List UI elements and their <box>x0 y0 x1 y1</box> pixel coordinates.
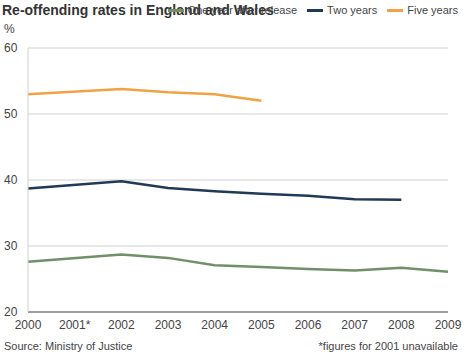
svg-text:40: 40 <box>8 173 18 187</box>
html-text:Re-offending rates in England: Re-offending rates in England and Wales <box>2 2 274 18</box>
svg-text:2005: 2005 <box>248 318 275 332</box>
svg-text:2000: 2000 <box>15 318 42 332</box>
html-text:Source: Ministry of Justice: Source: Ministry of Justice <box>4 340 133 352</box>
svg-text:20: 20 <box>8 305 18 319</box>
html-text:One year after release: One year after release <box>187 4 298 16</box>
svg-text:60: 60 <box>8 41 18 55</box>
svg-text:50: 50 <box>8 107 18 121</box>
svg-text:2009: 2009 <box>435 318 456 332</box>
html-text:Two years: Two years <box>327 4 378 16</box>
svg-text:2003: 2003 <box>155 318 182 332</box>
html-text:Five years: Five years <box>407 4 458 16</box>
html-text:*figures for 2001 unavailable: *figures for 2001 unavailable <box>318 340 458 352</box>
svg-text:2008: 2008 <box>388 318 415 332</box>
svg-text:2006: 2006 <box>295 318 322 332</box>
svg-text:30: 30 <box>8 239 18 253</box>
svg-text:2002: 2002 <box>108 318 135 332</box>
svg-text:2001*: 2001* <box>59 318 91 332</box>
svg-text:2007: 2007 <box>341 318 368 332</box>
svg-text:2004: 2004 <box>201 318 228 332</box>
